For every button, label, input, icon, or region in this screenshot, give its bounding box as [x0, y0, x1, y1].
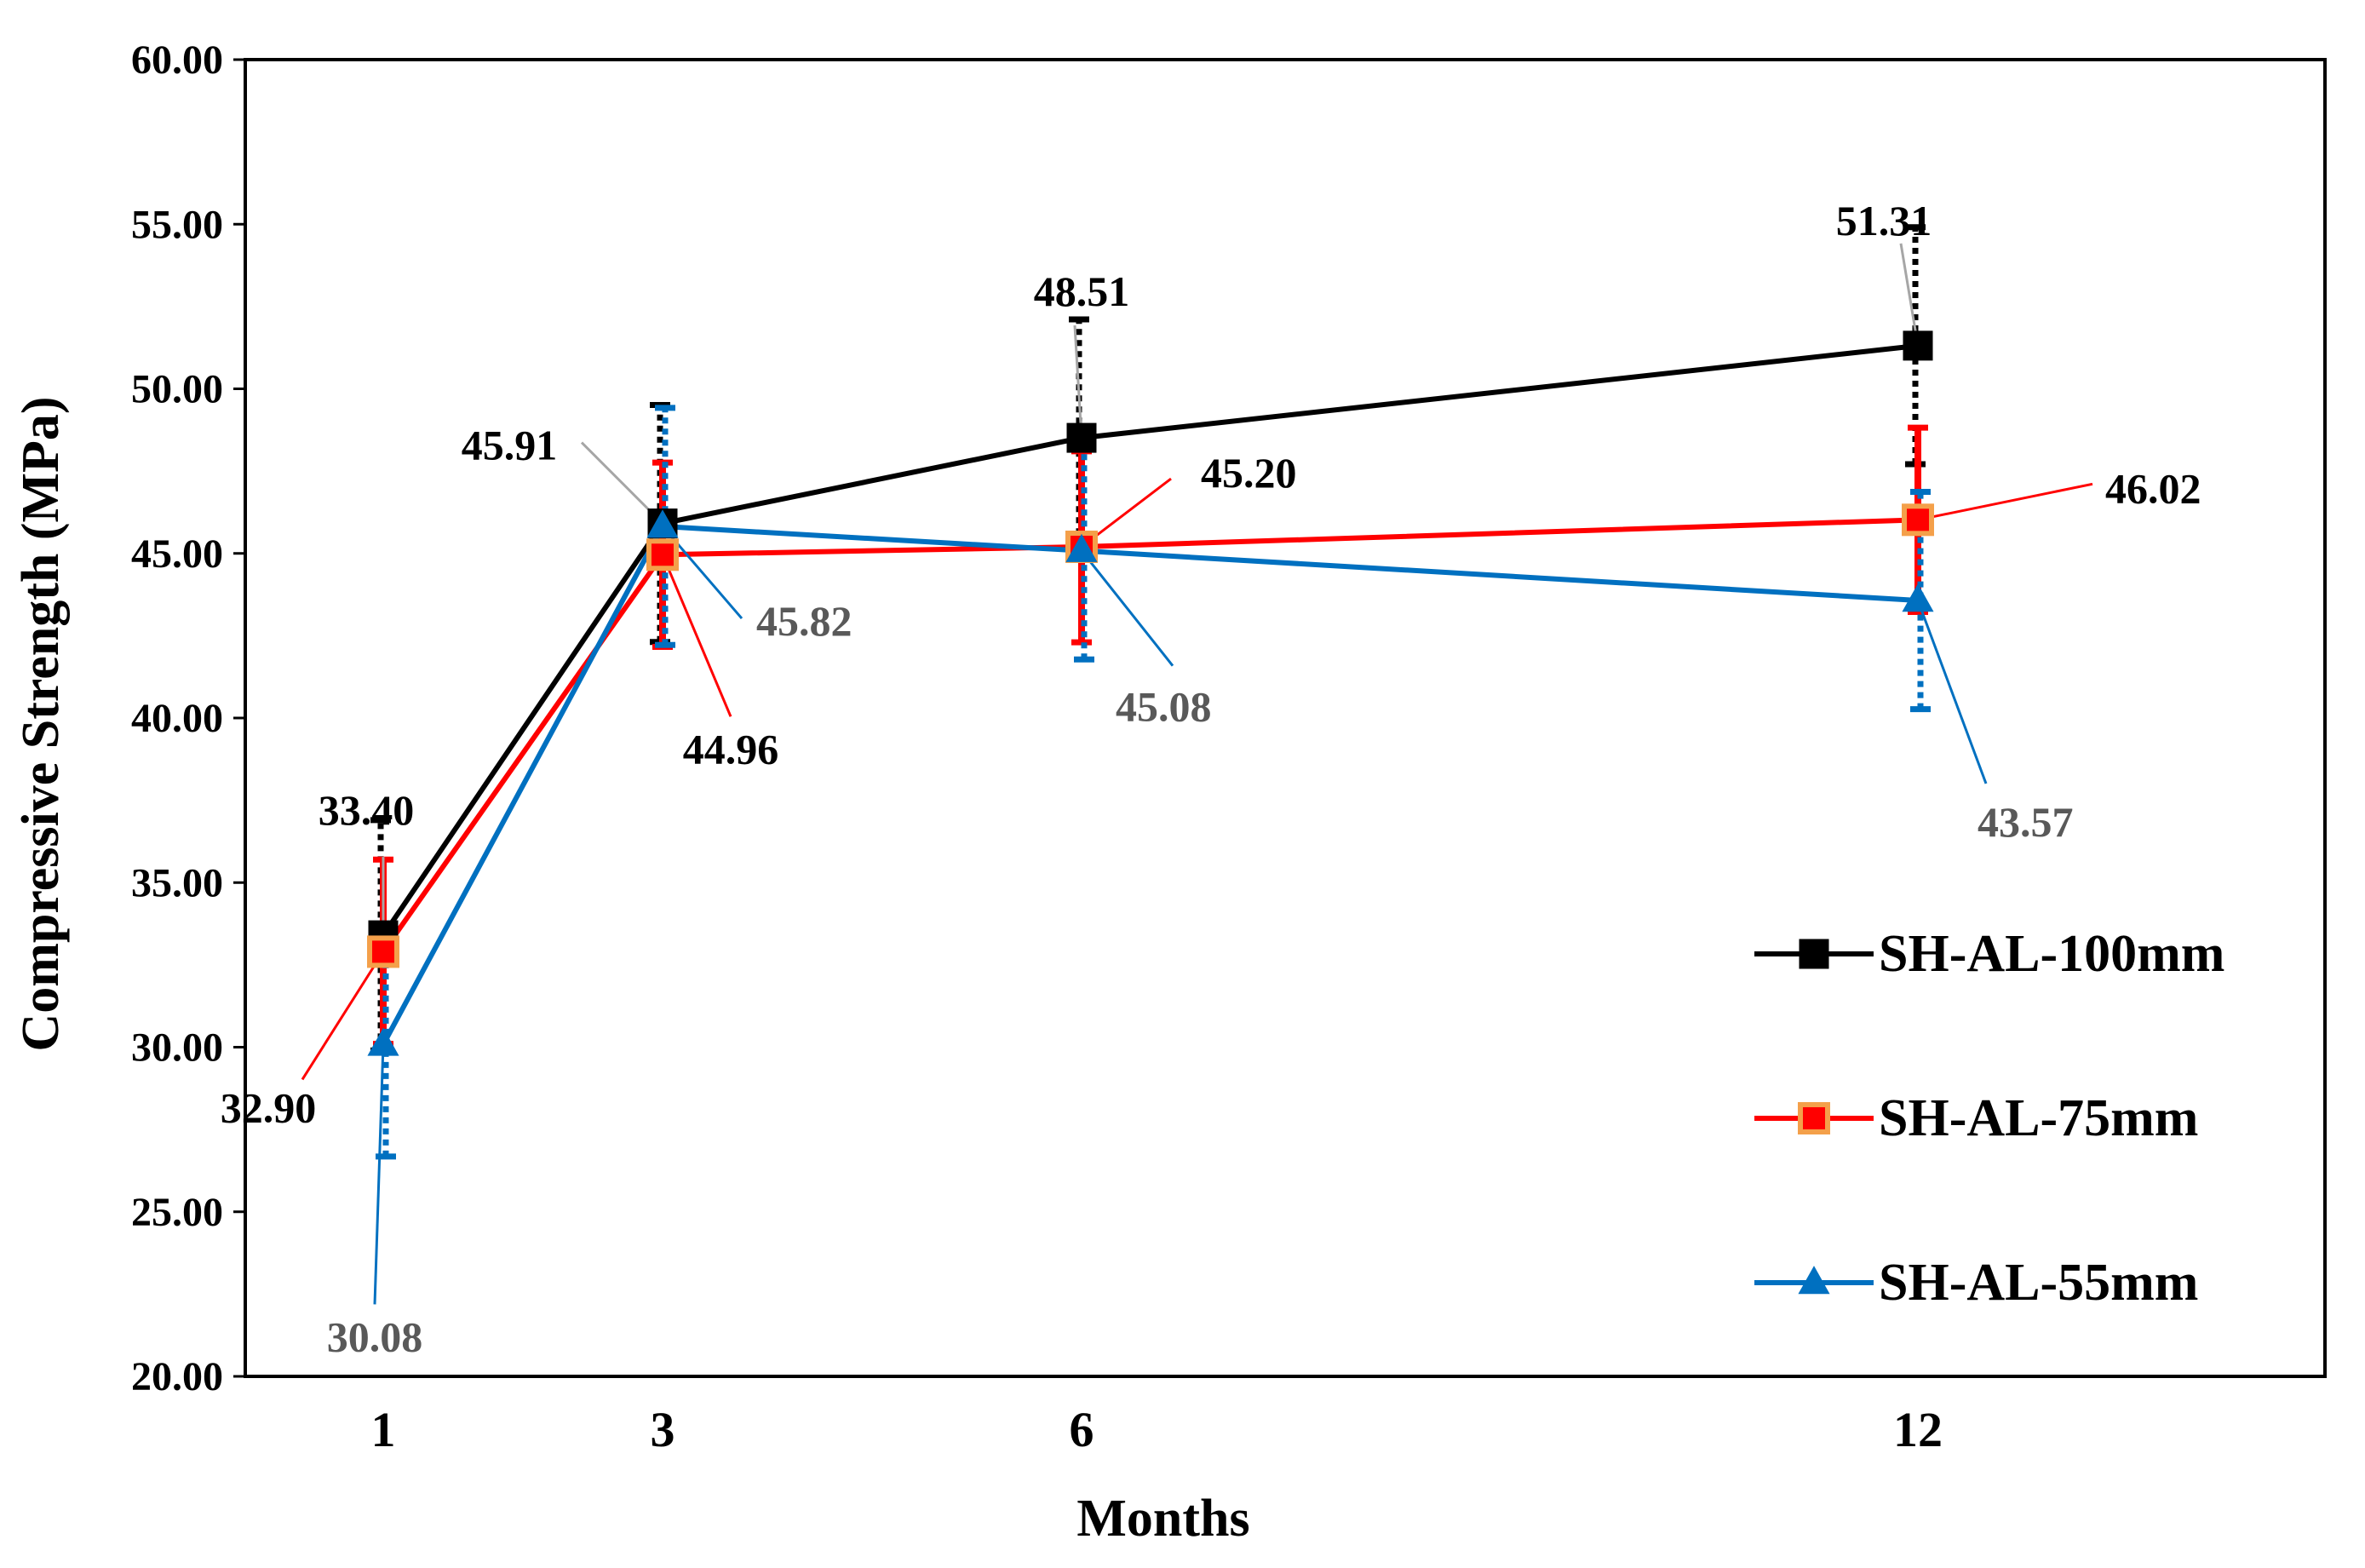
- label-leader-line: [1917, 482, 2093, 521]
- y-tick-label: 50.00: [131, 367, 223, 412]
- y-tick-label: 60.00: [131, 37, 223, 83]
- data-point-marker: [367, 935, 399, 968]
- legend-label: SH-AL-75mm: [1879, 1089, 2198, 1147]
- legend-label: SH-AL-55mm: [1879, 1254, 2198, 1312]
- y-tick-label: 45.00: [131, 531, 223, 577]
- x-axis-title: Months: [1076, 1490, 1249, 1548]
- label-leader-line: [1073, 325, 1083, 439]
- series-line: [381, 517, 1919, 954]
- x-tick-label: 1: [371, 1402, 396, 1457]
- x-tick-label: 3: [651, 1402, 675, 1457]
- y-tick-label: 55.00: [131, 202, 223, 247]
- label-leader-line: [1899, 243, 1920, 347]
- data-point-marker: [1066, 422, 1097, 453]
- x-tick-label: 12: [1893, 1402, 1943, 1457]
- legend-marker: [1798, 1102, 1830, 1134]
- data-labels: 33.40 45.91 48.51 51.31 32.90 44.96 45.20 46.02…: [221, 197, 2201, 1361]
- y-tick-label: 35.00: [131, 860, 223, 905]
- data-label: 43.57: [1978, 798, 2074, 846]
- y-tick-label: 40.00: [131, 696, 223, 741]
- label-leader-line: [1916, 600, 1988, 784]
- series-line: [381, 524, 1919, 1046]
- data-point-marker: [1902, 503, 1934, 537]
- data-point-marker: [1903, 330, 1933, 361]
- label-leader-line: [1080, 549, 1174, 667]
- legend-marker: [1798, 1266, 1830, 1295]
- y-tick-label: 30.00: [131, 1025, 223, 1071]
- series-line: [381, 342, 1919, 937]
- y-tick-label: 20.00: [131, 1354, 223, 1399]
- legend: SH-AL-100mm SH-AL-75mm SH-AL-55mm: [1754, 925, 2224, 1312]
- y-tick-label: 25.00: [131, 1190, 223, 1235]
- data-label: 46.02: [2105, 464, 2201, 512]
- series-lines: [381, 342, 1919, 1046]
- legend-label: SH-AL-100mm: [1879, 925, 2224, 983]
- label-leader-line: [301, 951, 385, 1081]
- data-label: 45.08: [1116, 683, 1212, 731]
- data-label: 45.91: [462, 422, 558, 469]
- x-axis-ticks: 1 3 6 12: [371, 1402, 1943, 1457]
- data-point-marker: [1902, 583, 1934, 612]
- legend-marker: [1799, 939, 1829, 969]
- data-label: 51.31: [1836, 197, 1932, 244]
- data-point-marker: [646, 509, 679, 538]
- y-axis-title: Compressive Strength (MPa): [12, 396, 70, 1051]
- data-label: 33.40: [319, 786, 415, 834]
- data-label: 44.96: [683, 725, 779, 773]
- data-label: 32.90: [221, 1083, 317, 1131]
- data-label: 48.51: [1034, 267, 1130, 315]
- y-axis-ticks: 20.00 25.00 30.00 35.00 40.00 45.00 50.00 55.00…: [131, 37, 245, 1399]
- data-label: 45.82: [756, 597, 852, 645]
- label-leader-line: [373, 1044, 385, 1305]
- x-tick-label: 6: [1070, 1402, 1094, 1457]
- series-markers: [367, 330, 1934, 1056]
- data-point-marker: [1065, 533, 1098, 562]
- data-point-marker: [646, 538, 679, 571]
- data-label: 30.08: [327, 1312, 423, 1360]
- data-label: 45.20: [1201, 449, 1297, 497]
- label-leader-line: [661, 554, 732, 717]
- data-point-marker: [367, 1027, 399, 1056]
